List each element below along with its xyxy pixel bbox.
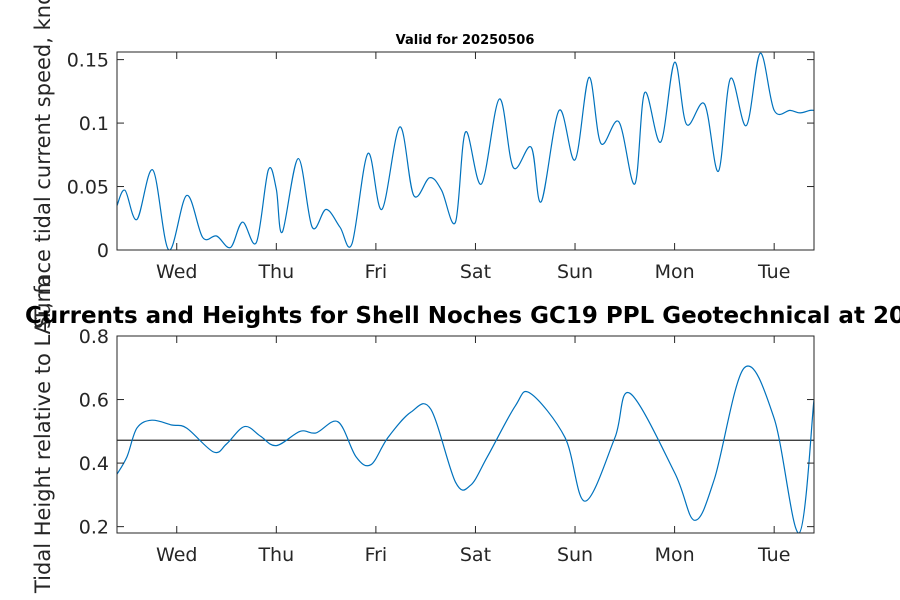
- y-tick-label: 0.6: [79, 390, 109, 412]
- y-tick-label: 0: [97, 240, 109, 262]
- x-tick-label: Thu: [257, 261, 294, 283]
- x-tick-label: Wed: [156, 544, 197, 566]
- y-axis-title: Surface tidal current speed, knots: [31, 0, 55, 329]
- y-axis-title: Tidal Height relative to LAT, m: [31, 275, 55, 594]
- y-tick-label: 0.15: [67, 50, 109, 72]
- series-line: [117, 52, 814, 250]
- x-tick-label: Sat: [460, 261, 491, 283]
- x-tick-label: Mon: [655, 261, 695, 283]
- y-tick-label: 0.05: [67, 177, 109, 199]
- chart-title: Valid for 20250506: [396, 33, 535, 48]
- y-tick-label: 0.4: [79, 453, 109, 475]
- y-tick-label: 0.1: [79, 113, 109, 135]
- x-tick-label: Sun: [557, 261, 593, 283]
- x-tick-label: Sat: [460, 544, 491, 566]
- plot-area: [117, 52, 814, 250]
- x-tick-label: Sun: [557, 544, 593, 566]
- current-speed-panel: 0 0.05 0.1 0.15 Wed Thu Fri Sat Sun Mon Tue Surface…: [31, 0, 815, 329]
- axes-box: [116, 335, 815, 534]
- x-tick-label: Fri: [365, 544, 388, 566]
- y-tick-label: 0.8: [79, 326, 109, 348]
- x-tick-label: Fri: [365, 261, 388, 283]
- axes-box: [116, 51, 815, 251]
- plot-area: [117, 336, 814, 533]
- series-line: [117, 365, 814, 533]
- y-tick-label: 0.2: [79, 517, 109, 539]
- x-tick-label: Tue: [757, 544, 790, 566]
- chart-title: Currents and Heights for Shell Noches GC…: [25, 303, 900, 329]
- tidal-height-panel: 0.2 0.4 0.6 0.8 Wed Thu Fri Sat Sun Mon Tue Tidal H…: [25, 275, 900, 594]
- x-tick-label: Mon: [655, 544, 695, 566]
- x-tick-label: Tue: [757, 261, 790, 283]
- x-tick-label: Wed: [156, 261, 197, 283]
- x-tick-label: Thu: [257, 544, 294, 566]
